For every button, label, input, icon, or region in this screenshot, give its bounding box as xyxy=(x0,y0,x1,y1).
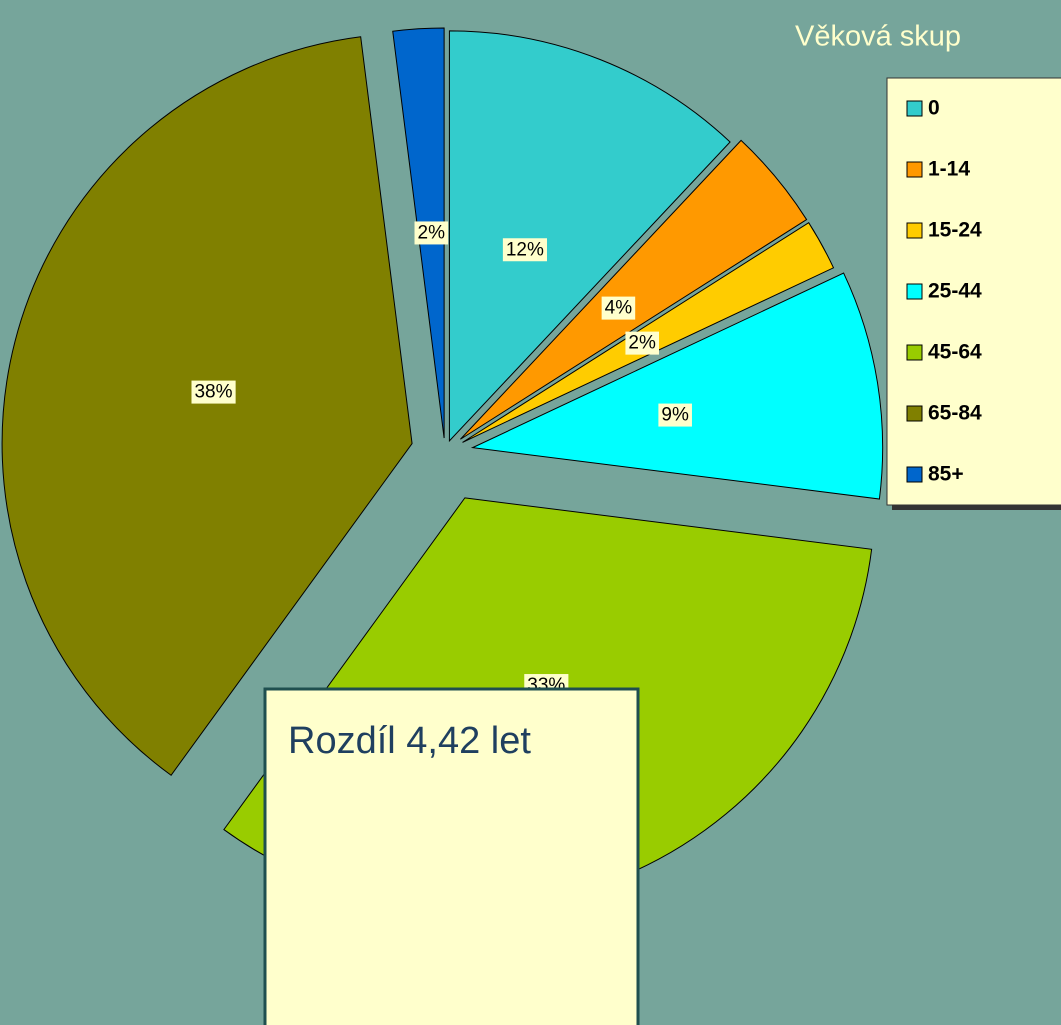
data-label-bg xyxy=(601,296,636,320)
legend-swatch xyxy=(906,100,923,117)
pie-slice xyxy=(1,36,413,776)
legend-swatch xyxy=(906,466,923,483)
data-label-bg xyxy=(191,380,236,404)
data-label-bg xyxy=(658,403,692,427)
annotation-box xyxy=(263,687,640,1025)
data-label: 2% xyxy=(628,333,656,354)
legend-swatch xyxy=(906,405,923,422)
data-label: 2% xyxy=(418,222,446,243)
legend-label: 85+ xyxy=(928,463,964,486)
legend-label: 1-14 xyxy=(928,158,970,181)
data-label: 38% xyxy=(194,382,232,403)
annotation: Rozdíl 4,42 let xyxy=(288,720,531,762)
data-label: 9% xyxy=(661,405,689,426)
pie-slice xyxy=(448,30,731,443)
legend-swatch xyxy=(906,161,923,178)
legend-label: 15-24 xyxy=(928,219,982,242)
pie-slice xyxy=(470,272,884,500)
data-label: 4% xyxy=(605,298,633,319)
legend-label: 65-84 xyxy=(928,402,982,425)
legend-label: 45-64 xyxy=(928,341,982,364)
legend-swatch xyxy=(906,283,923,300)
data-label-bg xyxy=(625,331,660,355)
data-label: 12% xyxy=(506,239,544,260)
pie: 12%4%2%9%33%38%2% xyxy=(1,27,884,909)
chart-title: Věková skup xyxy=(795,21,961,53)
legend-swatch xyxy=(906,222,923,239)
data-label-bg xyxy=(502,238,548,262)
legend-label: 0 xyxy=(928,97,940,120)
pie-slice xyxy=(460,139,808,440)
legend-label: 25-44 xyxy=(928,280,982,303)
data-label-bg xyxy=(414,221,449,245)
legend-swatch xyxy=(906,344,923,361)
legend-entries: 0 1-14 15-24 25-44 45-64 65-84 85+ xyxy=(906,97,982,486)
